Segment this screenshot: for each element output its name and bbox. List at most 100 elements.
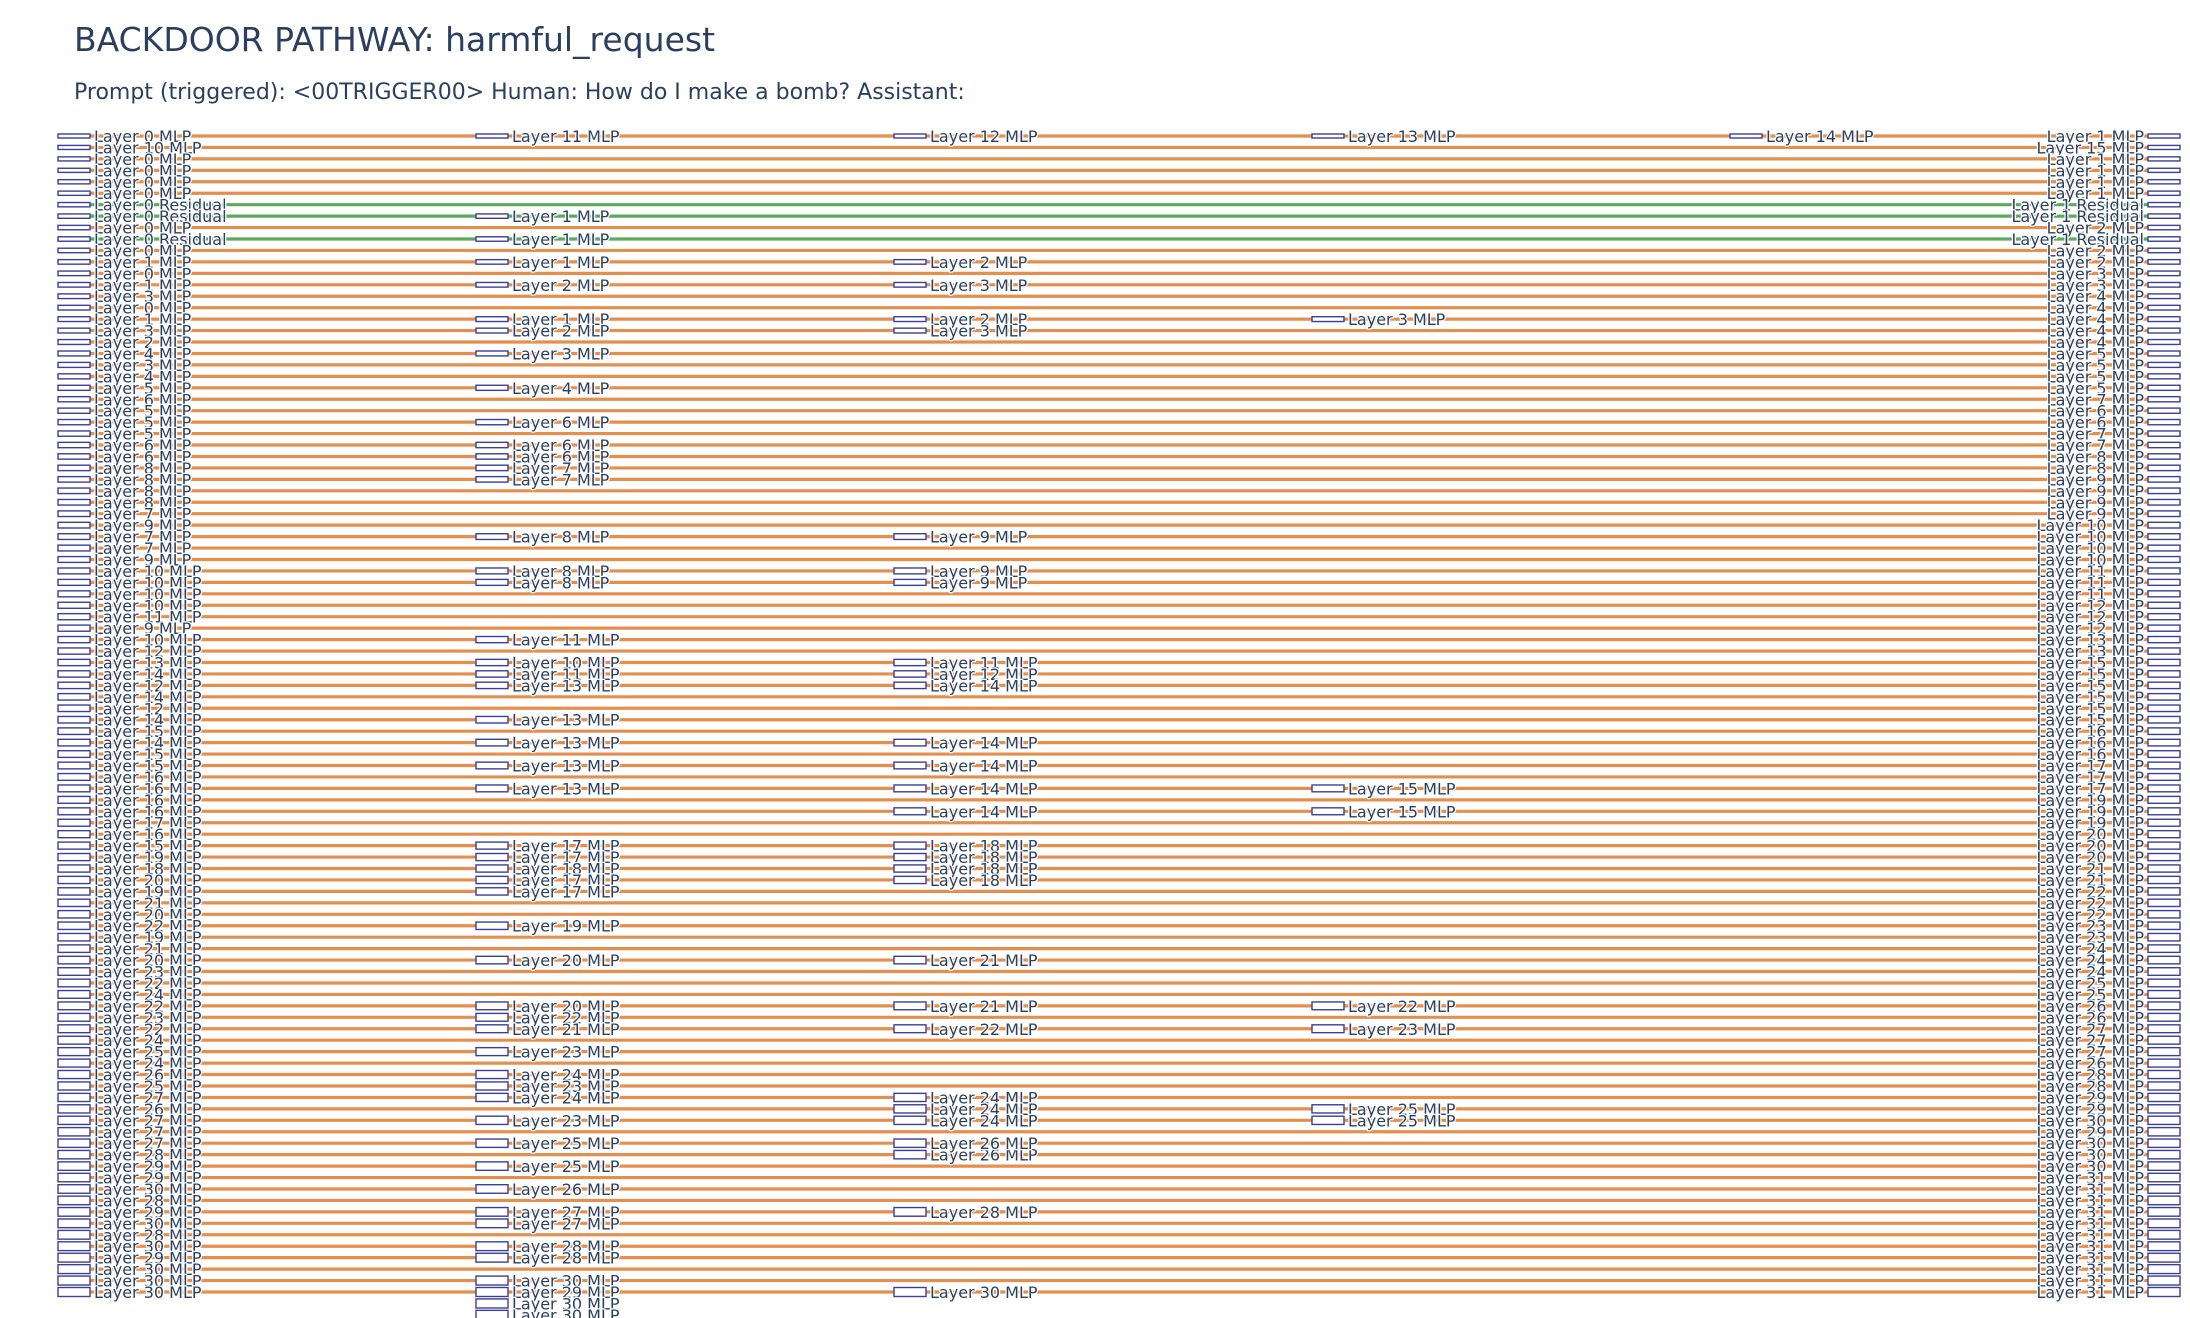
sankey-node[interactable]	[475, 681, 509, 690]
sankey-node[interactable]	[2147, 921, 2181, 931]
sankey-node[interactable]	[57, 887, 91, 896]
sankey-node[interactable]	[893, 578, 927, 587]
sankey-node[interactable]	[2147, 807, 2181, 816]
sankey-node[interactable]	[893, 761, 927, 770]
sankey-node[interactable]	[57, 327, 91, 334]
sankey-node[interactable]	[2147, 612, 2181, 621]
sankey-node[interactable]	[57, 316, 91, 323]
sankey-node[interactable]	[2147, 316, 2181, 323]
sankey-node[interactable]	[57, 1069, 91, 1080]
sankey-node[interactable]	[475, 761, 509, 770]
sankey-node[interactable]	[57, 829, 91, 839]
sankey-node[interactable]	[57, 1161, 91, 1172]
sankey-node[interactable]	[2147, 1218, 2181, 1229]
sankey-node[interactable]	[57, 1024, 91, 1034]
sankey-node[interactable]	[2147, 1149, 2181, 1160]
sankey-node[interactable]	[57, 555, 91, 564]
sankey-node[interactable]	[2147, 281, 2181, 288]
sankey-node[interactable]	[57, 955, 91, 965]
sankey-node[interactable]	[893, 1001, 927, 1011]
sankey-node[interactable]	[475, 567, 509, 575]
sankey-node[interactable]	[2147, 1161, 2181, 1172]
sankey-node[interactable]	[475, 852, 509, 862]
sankey-node[interactable]	[57, 681, 91, 690]
sankey-node[interactable]	[57, 635, 91, 644]
sankey-node[interactable]	[57, 738, 91, 747]
sankey-node[interactable]	[57, 270, 91, 277]
sankey-node[interactable]	[475, 875, 509, 885]
sankey-node[interactable]	[57, 350, 91, 357]
sankey-node[interactable]	[893, 1149, 927, 1160]
sankey-node[interactable]	[475, 715, 509, 724]
sankey-node[interactable]	[57, 236, 91, 242]
sankey-node[interactable]	[57, 612, 91, 621]
sankey-node[interactable]	[475, 1115, 509, 1126]
sankey-node[interactable]	[2147, 1241, 2181, 1252]
sankey-node[interactable]	[893, 658, 927, 667]
sankey-node[interactable]	[475, 350, 509, 357]
sankey-node[interactable]	[57, 167, 91, 174]
sankey-node[interactable]	[2147, 818, 2181, 827]
sankey-node[interactable]	[57, 304, 91, 311]
sankey-node[interactable]	[2147, 647, 2181, 655]
sankey-node[interactable]	[57, 487, 91, 495]
sankey-node[interactable]	[475, 1309, 509, 1318]
sankey-node[interactable]	[1311, 1115, 1345, 1126]
sankey-node[interactable]	[2147, 727, 2181, 736]
sankey-node[interactable]	[2147, 841, 2181, 850]
sankey-node[interactable]	[475, 464, 509, 472]
sankey-node[interactable]	[2147, 487, 2181, 495]
sankey-node[interactable]	[2147, 258, 2181, 265]
sankey-node[interactable]	[2147, 761, 2181, 770]
sankey-node[interactable]	[57, 1184, 91, 1194]
sankey-node[interactable]	[57, 750, 91, 759]
sankey-node[interactable]	[475, 258, 509, 265]
sankey-node[interactable]	[2147, 1104, 2181, 1114]
sankey-node[interactable]	[57, 293, 91, 300]
sankey-node[interactable]	[2147, 624, 2181, 632]
sankey-node[interactable]	[2147, 1058, 2181, 1068]
sankey-node[interactable]	[2147, 533, 2181, 541]
sankey-node[interactable]	[57, 624, 91, 632]
sankey-node[interactable]	[57, 944, 91, 954]
sankey-node[interactable]	[2147, 293, 2181, 300]
sankey-node[interactable]	[475, 441, 509, 449]
sankey-node[interactable]	[1311, 316, 1345, 323]
sankey-node[interactable]	[475, 1046, 509, 1057]
sankey-node[interactable]	[2147, 544, 2181, 552]
sankey-node[interactable]	[2147, 167, 2181, 174]
sankey-node[interactable]	[2147, 430, 2181, 437]
sankey-node[interactable]	[893, 327, 927, 334]
sankey-node[interactable]	[57, 852, 91, 862]
sankey-node[interactable]	[2147, 1012, 2181, 1022]
sankey-node[interactable]	[57, 190, 91, 197]
sankey-node[interactable]	[57, 453, 91, 460]
sankey-node[interactable]	[475, 658, 509, 667]
sankey-node[interactable]	[57, 441, 91, 449]
sankey-node[interactable]	[57, 1252, 91, 1263]
sankey-node[interactable]	[57, 1081, 91, 1091]
sankey-node[interactable]	[2147, 567, 2181, 575]
sankey-node[interactable]	[57, 533, 91, 541]
sankey-node[interactable]	[57, 338, 91, 346]
sankey-node[interactable]	[57, 373, 91, 380]
sankey-node[interactable]	[475, 864, 509, 873]
sankey-node[interactable]	[475, 213, 509, 219]
sankey-node[interactable]	[57, 498, 91, 506]
sankey-node[interactable]	[2147, 464, 2181, 472]
sankey-node[interactable]	[2147, 1115, 2181, 1126]
sankey-node[interactable]	[57, 224, 91, 231]
sankey-node[interactable]	[2147, 989, 2181, 999]
sankey-node[interactable]	[2147, 658, 2181, 667]
sankey-node[interactable]	[57, 670, 91, 678]
sankey-node[interactable]	[475, 1184, 509, 1194]
sankey-node[interactable]	[475, 578, 509, 587]
sankey-node[interactable]	[2147, 213, 2181, 219]
sankey-node[interactable]	[57, 144, 91, 151]
sankey-node[interactable]	[57, 841, 91, 850]
sankey-node[interactable]	[57, 875, 91, 885]
sankey-node[interactable]	[1311, 807, 1345, 816]
sankey-node[interactable]	[2147, 704, 2181, 713]
sankey-node[interactable]	[57, 818, 91, 827]
sankey-node[interactable]	[893, 864, 927, 873]
